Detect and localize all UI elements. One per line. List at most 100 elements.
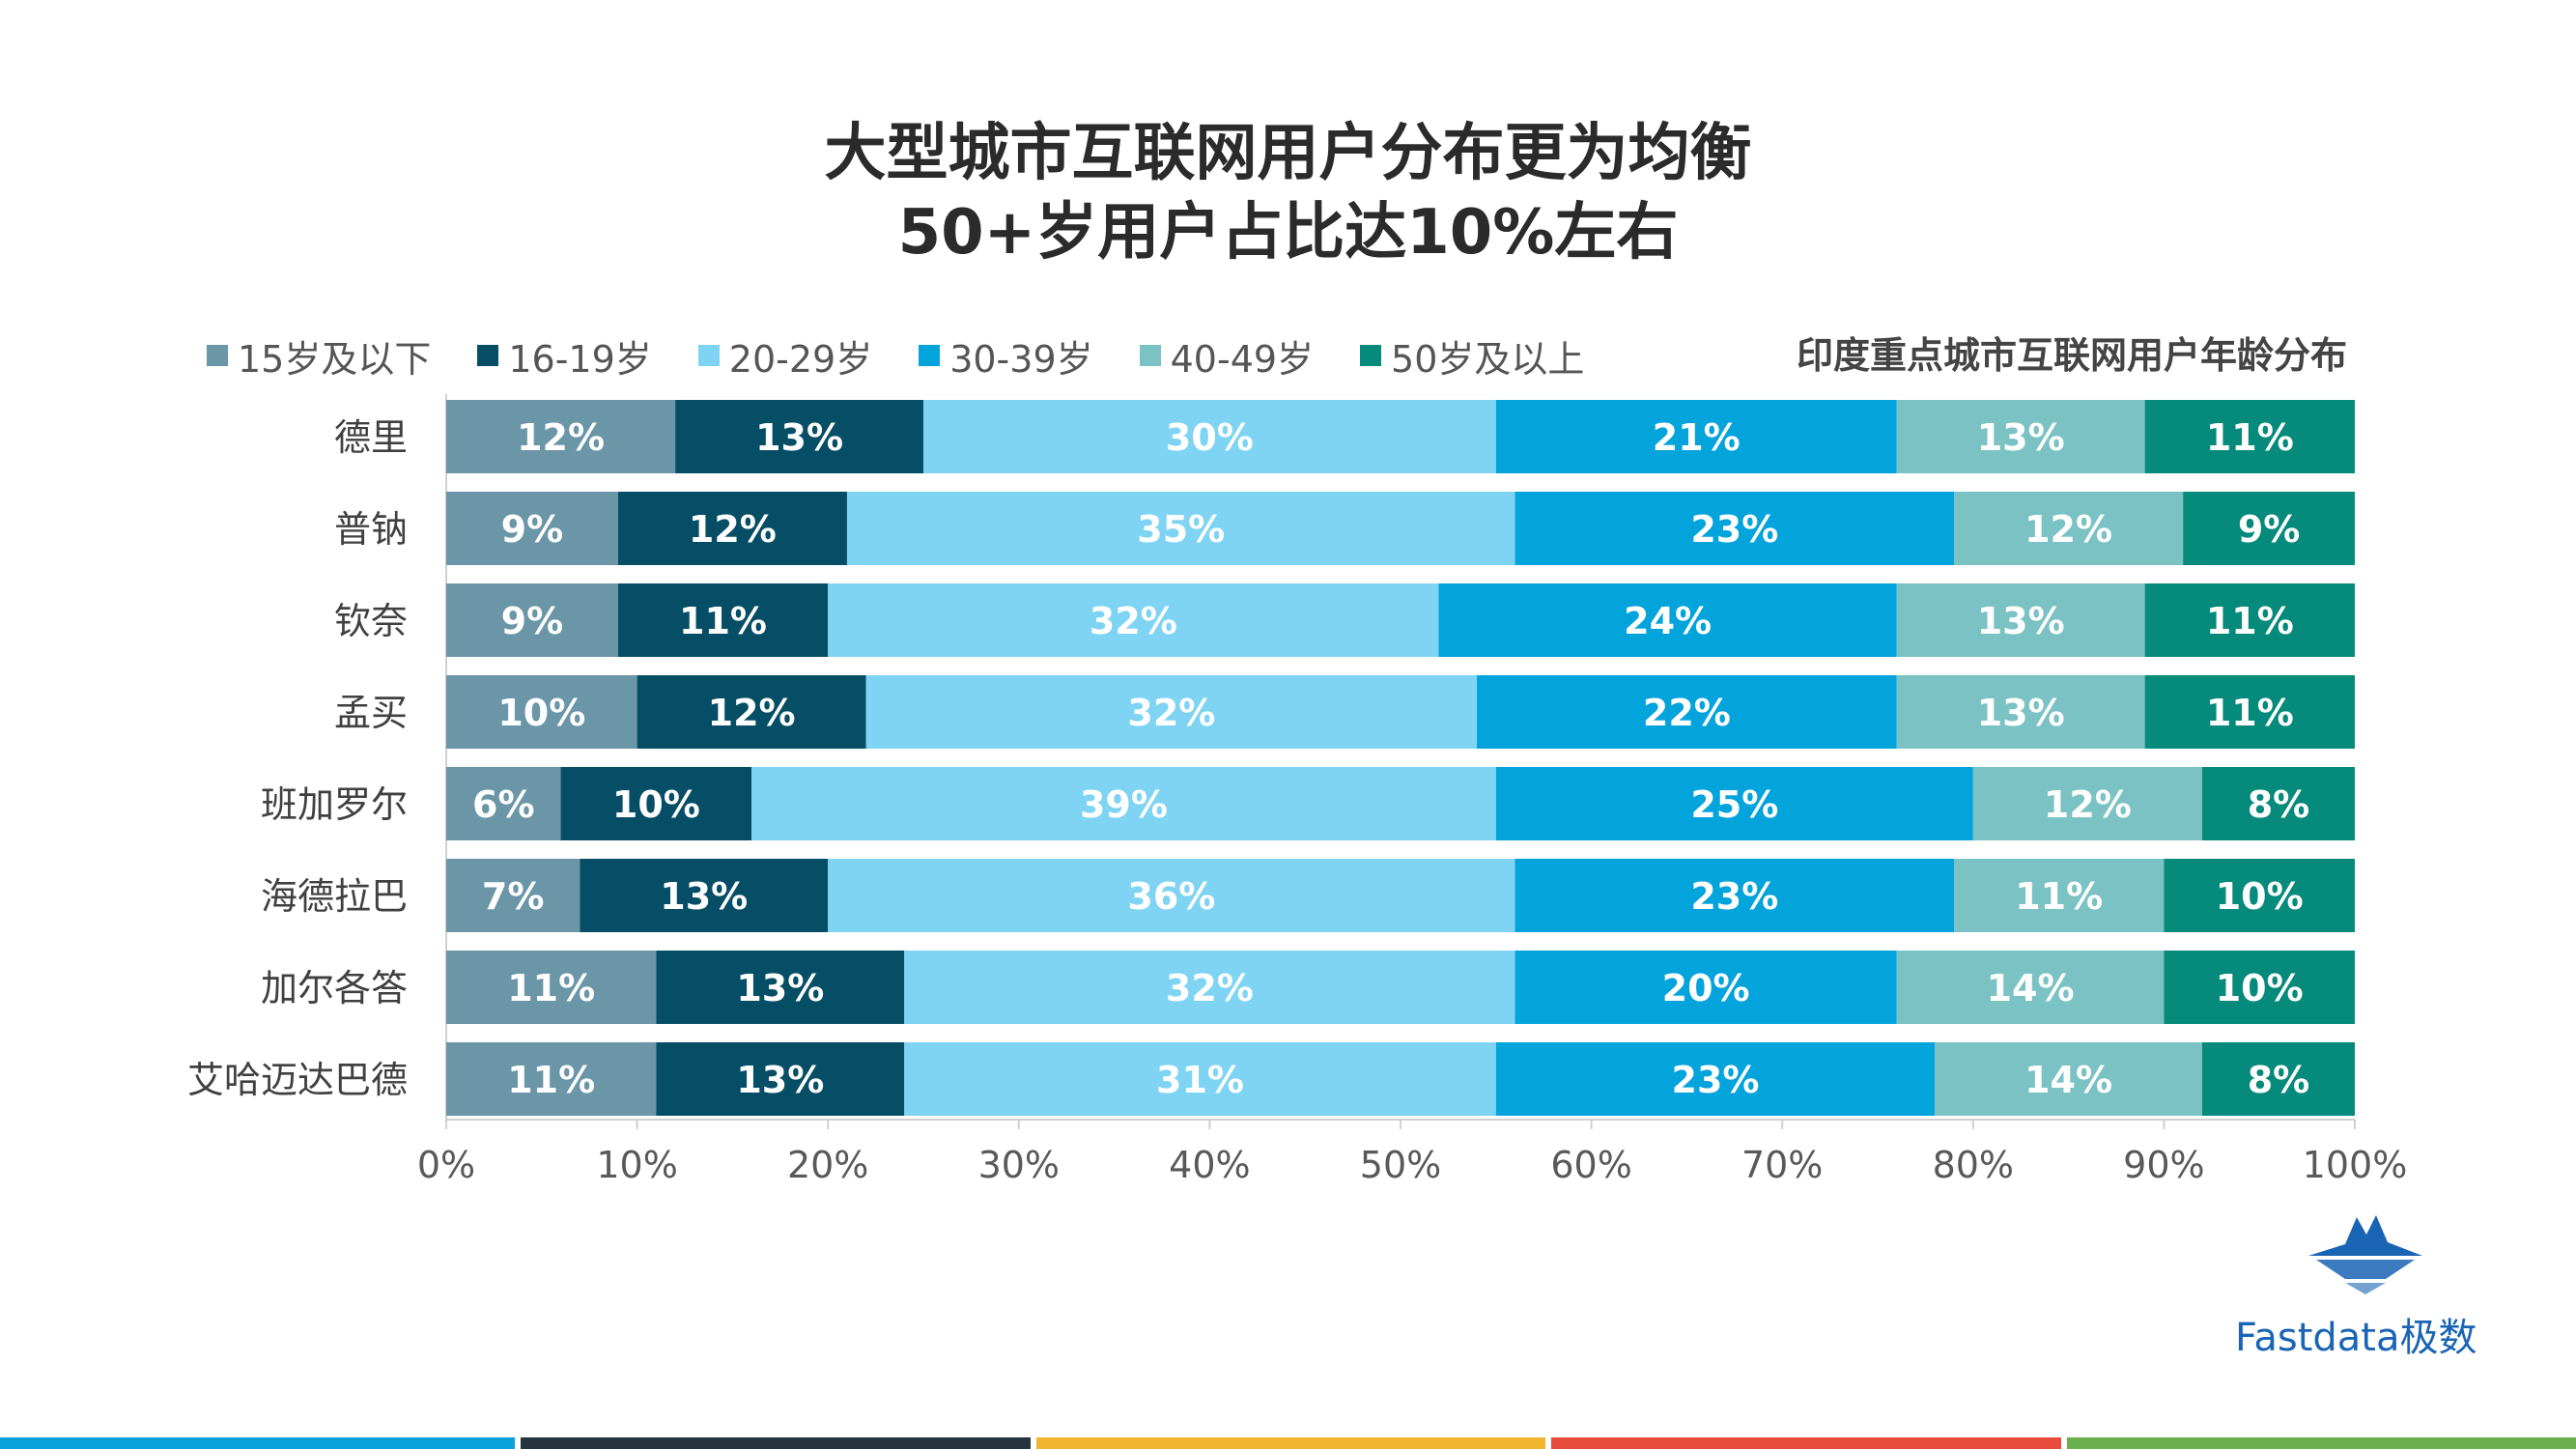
bar-segment (2164, 951, 2355, 1024)
data-label: 8% (2248, 783, 2310, 826)
x-tick-label: 70% (1741, 1144, 1823, 1186)
bar-segment (446, 1042, 657, 1116)
category-label: 艾哈迈达巴德 (187, 1059, 408, 1101)
legend-item: 50岁及以上 (1360, 329, 1584, 383)
data-label: 11% (679, 600, 767, 642)
bar-segment (446, 400, 676, 473)
bar-segment (446, 951, 657, 1024)
bar-segment (617, 583, 829, 657)
data-label: 11% (2015, 875, 2103, 918)
bar-segment (446, 675, 637, 749)
data-label: 11% (2206, 692, 2294, 734)
footer-stripe-segment (2066, 1437, 2576, 1449)
bar-segment (1438, 583, 1897, 657)
bar-segment (1495, 400, 1897, 473)
legend-item: 30-39岁 (919, 329, 1093, 383)
bar-segment (846, 492, 1515, 565)
bar-segment (446, 767, 561, 840)
bar-segment (1514, 492, 1955, 565)
bar-segment (1514, 951, 1897, 1024)
data-label: 24% (1624, 600, 1712, 642)
data-label: 10% (2216, 967, 2304, 1009)
bar-segment (656, 1042, 905, 1116)
data-label: 13% (1977, 600, 2065, 642)
data-label: 9% (501, 600, 564, 642)
legend-swatch (697, 345, 720, 366)
data-label: 8% (2248, 1059, 2310, 1101)
bar-segment (446, 583, 618, 657)
footer-stripe-segment (0, 1437, 516, 1449)
legend-item: 40-49岁 (1139, 329, 1314, 383)
bar-segment (2144, 583, 2355, 657)
data-label: 13% (736, 1059, 824, 1101)
legend-item: 16-19岁 (477, 329, 652, 383)
data-label: 22% (1643, 692, 1731, 734)
data-label: 32% (1166, 967, 1254, 1009)
x-tick-label: 0% (417, 1144, 475, 1186)
bar-segment (2144, 675, 2355, 749)
legend-label: 16-19岁 (508, 337, 652, 381)
legend-item: 15岁及以下 (207, 329, 431, 383)
data-label: 25% (1690, 783, 1778, 826)
bar-segment (2183, 492, 2355, 565)
bar-segment (1477, 675, 1897, 749)
footer-stripe-segment (1551, 1437, 2061, 1449)
bar-segment (446, 492, 618, 565)
legend-label: 20-29岁 (728, 337, 873, 381)
data-label: 36% (1127, 875, 1215, 918)
data-label: 20% (1662, 967, 1750, 1009)
footer-stripe-segment (1035, 1437, 1546, 1449)
data-label: 13% (736, 967, 824, 1009)
bar-segment (923, 400, 1496, 473)
data-label: 11% (507, 1059, 595, 1101)
data-label: 13% (1977, 692, 2065, 734)
category-label: 班加罗尔 (261, 783, 408, 826)
bar-segment (656, 951, 905, 1024)
bar-segment (1896, 951, 2165, 1024)
bar-segment (617, 492, 847, 565)
bar-segment (1896, 400, 2145, 473)
data-label: 14% (1987, 967, 2075, 1009)
data-label: 7% (482, 875, 545, 918)
bar-segment (2144, 400, 2355, 473)
bar-segment (2201, 767, 2355, 840)
footer-stripe-segment (521, 1437, 1031, 1449)
bar-segment (560, 767, 752, 840)
category-label: 钦奈 (334, 600, 408, 642)
data-label: 10% (497, 692, 585, 734)
legend-label: 30-39岁 (949, 337, 1093, 381)
data-label: 23% (1690, 508, 1778, 551)
legend-swatch (1360, 345, 1382, 366)
category-label: 海德拉巴 (261, 875, 408, 918)
bar-segment (580, 859, 829, 932)
legend-swatch (919, 345, 941, 366)
category-label: 加尔各答 (261, 967, 408, 1009)
data-label: 6% (472, 783, 535, 826)
x-tick-label: 80% (1933, 1144, 2014, 1186)
data-label: 12% (708, 692, 796, 734)
data-label: 12% (689, 508, 777, 551)
data-label: 13% (660, 875, 748, 918)
x-tick-label: 40% (1169, 1144, 1250, 1186)
data-label: 12% (517, 416, 605, 459)
bar-segment (828, 859, 1515, 932)
brand-name: Fastdata极数 (2235, 1316, 2477, 1360)
bar-segment (1514, 859, 1955, 932)
chart-subtitle: 印度重点城市互联网用户年龄分布 (1796, 334, 2347, 377)
title-line-2: 50+岁用户占比达10%左右 (897, 197, 1679, 269)
data-label: 13% (755, 416, 843, 459)
legend-item: 20-29岁 (697, 329, 873, 383)
bar-segment (675, 400, 923, 473)
data-label: 31% (1156, 1059, 1244, 1101)
legend: 15岁及以下 16-19岁 20-29岁 30-39岁 40-49岁 50岁及以上 (207, 330, 1630, 381)
data-label: 13% (1977, 416, 2065, 459)
bar-segment (904, 951, 1515, 1024)
data-label: 35% (1137, 508, 1225, 551)
legend-swatch (477, 345, 499, 366)
legend-swatch (207, 345, 228, 366)
data-label: 23% (1690, 875, 1778, 918)
bar-segment (1954, 492, 2184, 565)
data-label: 9% (2238, 508, 2301, 551)
data-label: 12% (2044, 783, 2132, 826)
category-label: 德里 (334, 416, 408, 459)
